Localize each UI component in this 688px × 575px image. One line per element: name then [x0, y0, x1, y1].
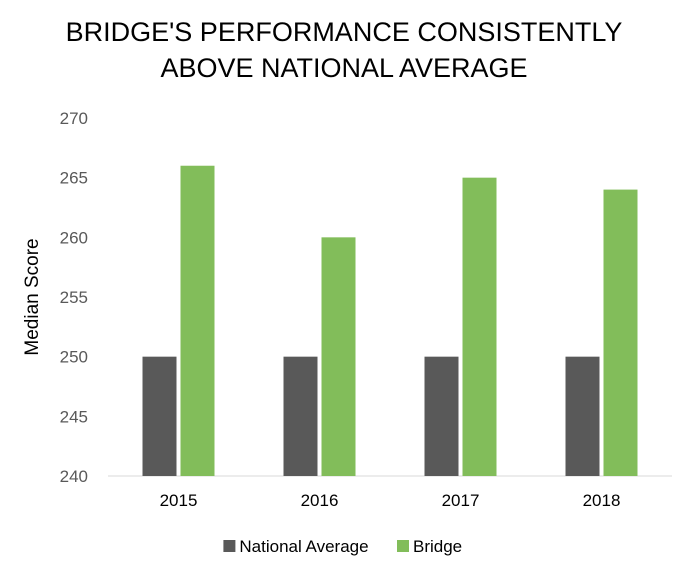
bar-national-average-2017	[424, 356, 459, 476]
bar-national-average-2016	[283, 356, 318, 476]
bar-bridge-2016	[321, 237, 356, 476]
y-tick-label: 245	[60, 407, 88, 426]
chart-title-line-1: BRIDGE'S PERFORMANCE CONSISTENTLY	[65, 17, 623, 47]
y-tick-label: 260	[60, 228, 88, 247]
y-axis-label: Median Score	[22, 238, 43, 355]
x-tick-label: 2017	[442, 491, 480, 510]
bar-bridge-2017	[462, 177, 497, 476]
legend-label: Bridge	[413, 537, 462, 556]
bar-bridge-2018	[603, 189, 638, 476]
legend-label: National Average	[239, 537, 368, 556]
y-tick-label: 270	[60, 109, 88, 128]
chart-title: BRIDGE'S PERFORMANCE CONSISTENTLY ABOVE …	[0, 14, 688, 86]
x-tick-label: 2018	[583, 491, 621, 510]
x-tick-label: 2016	[301, 491, 339, 510]
legend: National Average Bridge	[223, 537, 462, 556]
bar-national-average-2018	[565, 356, 600, 476]
y-tick-label: 265	[60, 169, 88, 188]
legend-swatch-national-average	[223, 540, 236, 552]
x-tick-label: 2015	[160, 491, 198, 510]
y-tick-label: 250	[60, 348, 88, 367]
y-tick-label: 255	[60, 288, 88, 307]
y-tick-label: 240	[60, 467, 88, 486]
legend-swatch-bridge	[397, 540, 409, 552]
chart-title-line-2: ABOVE NATIONAL AVERAGE	[160, 53, 528, 83]
y-axis-ticks: 240 245 250 255 260 265 270	[60, 109, 88, 486]
bars	[142, 165, 638, 476]
bar-bridge-2015	[180, 165, 215, 476]
bar-national-average-2015	[142, 356, 177, 476]
x-axis-ticks: 2015 2016 2017 2018	[160, 491, 621, 510]
